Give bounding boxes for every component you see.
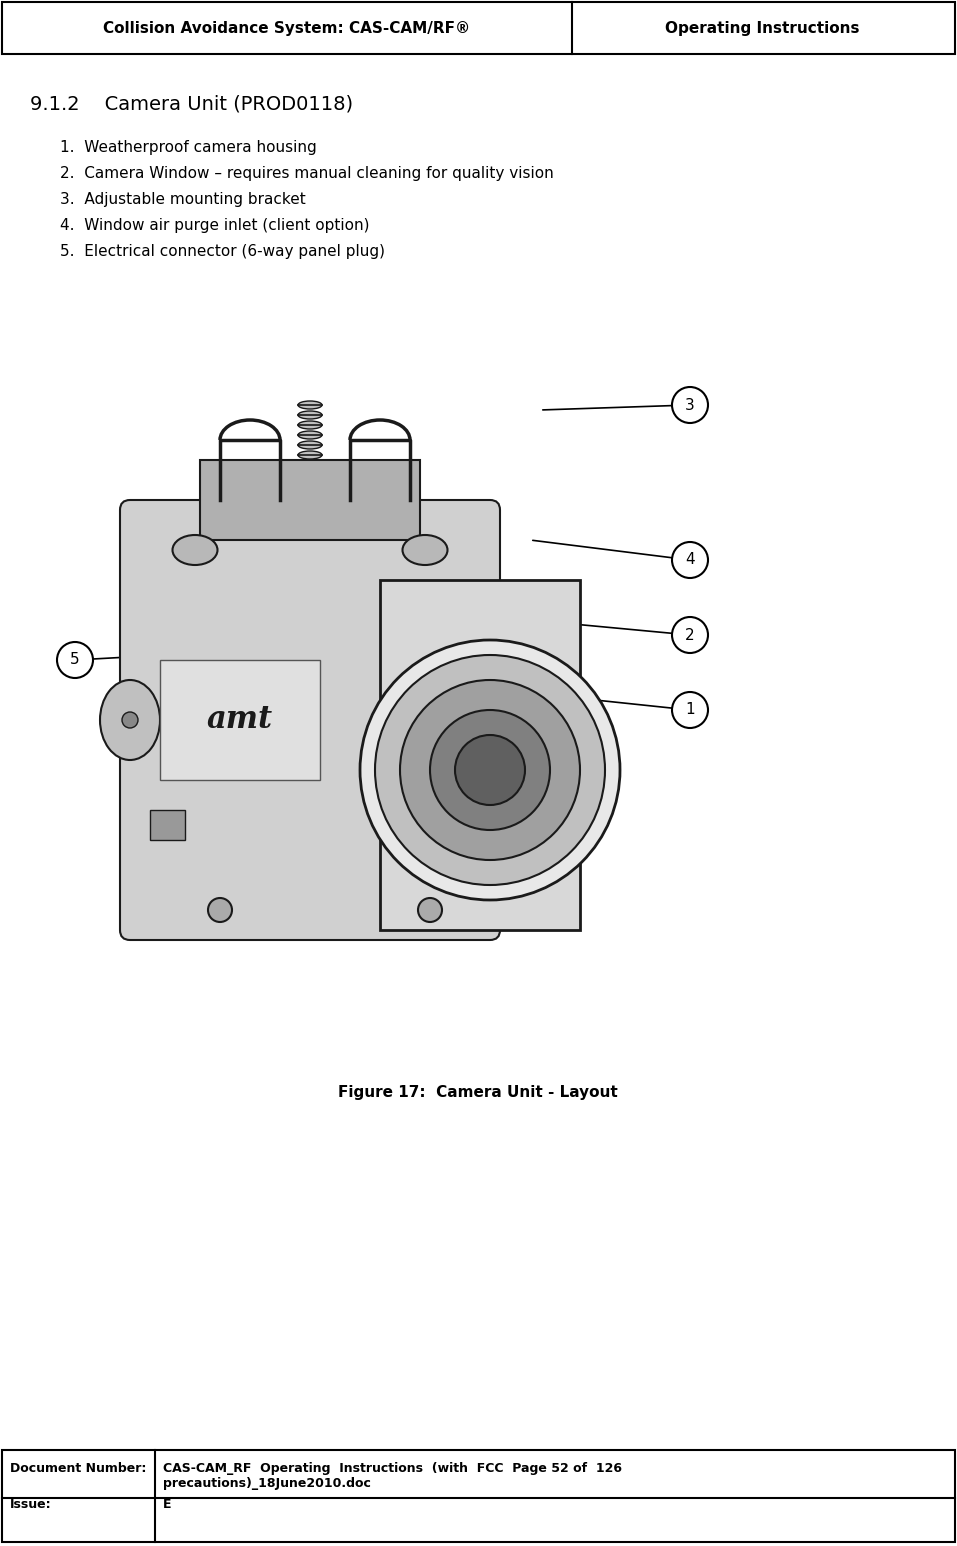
Circle shape: [208, 898, 232, 921]
Ellipse shape: [298, 400, 322, 410]
Bar: [2, 2, 955, 54]
Ellipse shape: [100, 680, 160, 761]
FancyBboxPatch shape: [120, 499, 500, 940]
Text: amt: amt: [207, 705, 273, 736]
Circle shape: [672, 386, 708, 424]
Circle shape: [122, 713, 138, 728]
Ellipse shape: [298, 411, 322, 419]
Circle shape: [430, 710, 550, 830]
Text: Issue:: Issue:: [10, 1498, 52, 1510]
Bar: [2, 1450, 955, 1541]
Circle shape: [672, 617, 708, 652]
Text: 3: 3: [685, 397, 695, 413]
Circle shape: [375, 656, 605, 884]
Ellipse shape: [172, 535, 217, 564]
Circle shape: [400, 680, 580, 860]
Text: Operating Instructions: Operating Instructions: [665, 20, 859, 36]
Text: 1.  Weatherproof camera housing: 1. Weatherproof camera housing: [60, 141, 317, 155]
Text: CAS-CAM_RF  Operating  Instructions  (with  FCC  Page 52 of  126
precautions)_18: CAS-CAM_RF Operating Instructions (with …: [163, 1463, 622, 1490]
Circle shape: [360, 640, 620, 900]
Ellipse shape: [298, 441, 322, 448]
Ellipse shape: [403, 535, 448, 564]
Circle shape: [418, 898, 442, 921]
Text: 2: 2: [685, 628, 695, 643]
Circle shape: [57, 642, 93, 679]
Ellipse shape: [298, 421, 322, 428]
Bar: [150, 810, 185, 839]
Text: Collision Avoidance System: CAS-CAM/RF®: Collision Avoidance System: CAS-CAM/RF®: [103, 20, 471, 36]
Circle shape: [672, 543, 708, 578]
Circle shape: [672, 693, 708, 728]
Text: Figure 17:  Camera Unit - Layout: Figure 17: Camera Unit - Layout: [338, 1085, 618, 1101]
Ellipse shape: [298, 451, 322, 459]
Text: 2.  Camera Window – requires manual cleaning for quality vision: 2. Camera Window – requires manual clean…: [60, 165, 554, 181]
Text: 4.  Window air purge inlet (client option): 4. Window air purge inlet (client option…: [60, 218, 369, 233]
Circle shape: [455, 734, 525, 805]
Ellipse shape: [298, 431, 322, 439]
Text: 1: 1: [685, 702, 695, 717]
Bar: [380, 580, 580, 931]
Bar: [200, 461, 420, 540]
Bar: [160, 660, 320, 781]
Bar: [440, 810, 475, 839]
Text: 3.  Adjustable mounting bracket: 3. Adjustable mounting bracket: [60, 192, 305, 207]
Text: E: E: [163, 1498, 171, 1510]
Text: Document Number:: Document Number:: [10, 1463, 146, 1475]
Text: 9.1.2    Camera Unit (PROD0118): 9.1.2 Camera Unit (PROD0118): [30, 94, 353, 114]
Text: 5: 5: [70, 652, 79, 668]
Text: 5.  Electrical connector (6-way panel plug): 5. Electrical connector (6-way panel plu…: [60, 244, 385, 260]
Text: 4: 4: [685, 552, 695, 567]
